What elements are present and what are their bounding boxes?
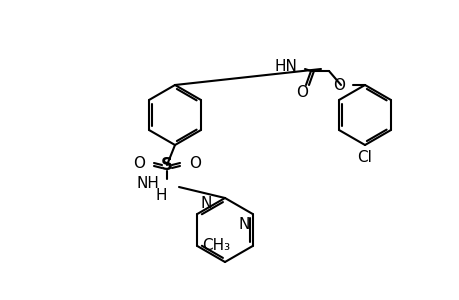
Text: H: H: [155, 188, 166, 202]
Text: N: N: [200, 196, 211, 211]
Text: CH₃: CH₃: [202, 238, 230, 253]
Text: S: S: [161, 156, 173, 174]
Text: HN: HN: [274, 58, 297, 74]
Text: Cl: Cl: [357, 149, 372, 164]
Text: O: O: [295, 85, 308, 100]
Text: N: N: [238, 217, 249, 232]
Text: O: O: [189, 157, 201, 172]
Text: O: O: [332, 77, 344, 92]
Text: NH: NH: [136, 176, 159, 190]
Text: O: O: [133, 157, 145, 172]
